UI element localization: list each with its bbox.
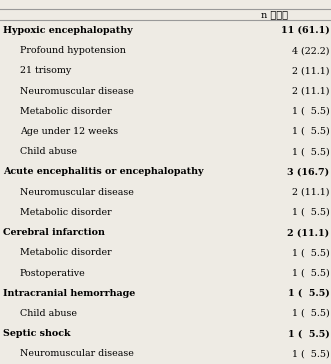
Text: Neuromuscular disease: Neuromuscular disease [20, 187, 134, 197]
Text: Cerebral infarction: Cerebral infarction [3, 228, 105, 237]
Text: 1 (  5.5): 1 ( 5.5) [292, 269, 329, 277]
Text: Septic shock: Septic shock [3, 329, 71, 338]
Text: Age under 12 weeks: Age under 12 weeks [20, 127, 118, 136]
Text: 1 (  5.5): 1 ( 5.5) [292, 309, 329, 318]
Text: 3 (16.7): 3 (16.7) [287, 167, 329, 177]
Text: 2 (11.1): 2 (11.1) [287, 228, 329, 237]
Text: 1 (  5.5): 1 ( 5.5) [292, 248, 329, 257]
Text: Postoperative: Postoperative [20, 269, 86, 277]
Text: 4 (22.2): 4 (22.2) [292, 46, 329, 55]
Text: 1 (  5.5): 1 ( 5.5) [292, 349, 329, 359]
Text: Metabolic disorder: Metabolic disorder [20, 208, 112, 217]
Text: Intracranial hemorrhage: Intracranial hemorrhage [3, 289, 136, 298]
Text: Neuromuscular disease: Neuromuscular disease [20, 87, 134, 95]
Text: Child abuse: Child abuse [20, 147, 77, 156]
Text: 2 (11.1): 2 (11.1) [292, 187, 329, 197]
Text: 21 trisomy: 21 trisomy [20, 66, 71, 75]
Text: Metabolic disorder: Metabolic disorder [20, 107, 112, 116]
Text: 1 (  5.5): 1 ( 5.5) [292, 147, 329, 156]
Text: 1 (  5.5): 1 ( 5.5) [292, 127, 329, 136]
Text: 1 (  5.5): 1 ( 5.5) [292, 107, 329, 116]
Text: 1 (  5.5): 1 ( 5.5) [288, 289, 329, 298]
Text: 2 (11.1): 2 (11.1) [292, 66, 329, 75]
Text: 2 (11.1): 2 (11.1) [292, 87, 329, 95]
Text: Neuromuscular disease: Neuromuscular disease [20, 349, 134, 359]
Text: Acute encephalitis or encephalopathy: Acute encephalitis or encephalopathy [3, 167, 204, 177]
Text: 1 (  5.5): 1 ( 5.5) [288, 329, 329, 338]
Text: n （％）: n （％） [261, 10, 288, 19]
Text: Child abuse: Child abuse [20, 309, 77, 318]
Text: Profound hypotension: Profound hypotension [20, 46, 126, 55]
Text: 1 (  5.5): 1 ( 5.5) [292, 208, 329, 217]
Text: Metabolic disorder: Metabolic disorder [20, 248, 112, 257]
Text: 11 (61.1): 11 (61.1) [281, 26, 329, 35]
Text: Hypoxic encephalopathy: Hypoxic encephalopathy [3, 26, 133, 35]
